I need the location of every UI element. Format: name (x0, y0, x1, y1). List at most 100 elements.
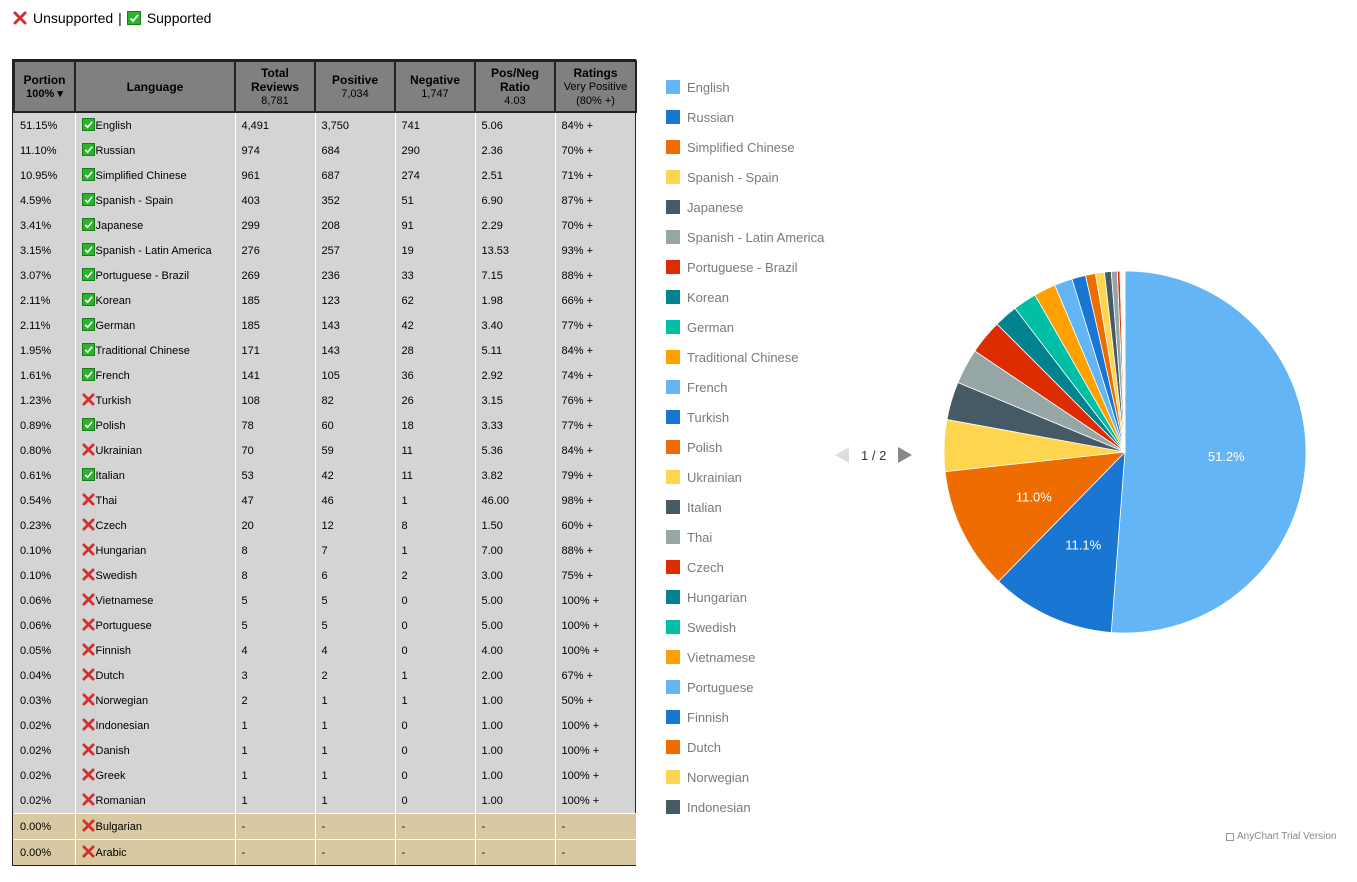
cell-total: 108 (234, 388, 316, 413)
language-name: Polish (95, 419, 126, 432)
cell-positive: 60 (314, 413, 396, 438)
header-ratio[interactable]: Pos/Neg Ratio 4.03 (474, 60, 556, 113)
cell-total: 974 (234, 138, 316, 163)
table-row: 0.06% Vietnamese 5 5 0 5.00 100% + (14, 588, 637, 613)
cell-rating: 84% + (554, 438, 637, 463)
cell-total: 47 (234, 488, 316, 513)
language-name: Ukrainian (95, 444, 142, 457)
cell-portion: 0.02% (14, 788, 76, 814)
cell-ratio: 5.36 (474, 438, 556, 463)
legend-item[interactable]: Russian (666, 109, 734, 125)
legend-item[interactable]: Dutch (666, 739, 721, 755)
legend-item[interactable]: Finnish (666, 709, 729, 725)
legend-label: Traditional Chinese (687, 349, 799, 365)
header-ratings[interactable]: Ratings Very Positive (80% +) (554, 60, 637, 113)
cell-language: Swedish (74, 563, 236, 588)
cell-total: 53 (234, 463, 316, 488)
pie-data-label: 11.0% (1016, 489, 1052, 504)
cell-total: 20 (234, 513, 316, 538)
unsupported-x-icon (81, 543, 95, 556)
unsupported-x-icon (81, 643, 95, 656)
legend-item[interactable]: Ukrainian (666, 469, 742, 485)
legend-item[interactable]: German (666, 319, 734, 335)
cell-ratio: 2.92 (474, 363, 556, 388)
pager-next-icon[interactable] (898, 447, 913, 463)
legend-item[interactable]: Japanese (666, 199, 743, 215)
cell-language: Greek (74, 763, 236, 788)
pager-prev-icon[interactable] (835, 447, 849, 463)
legend-label: Hungarian (687, 589, 747, 605)
cell-positive: 257 (314, 238, 396, 263)
legend-item[interactable]: Korean (666, 289, 729, 305)
legend-swatch (666, 560, 680, 574)
cell-positive: 4 (314, 638, 396, 663)
cell-ratio: 1.00 (474, 738, 556, 763)
legend-pager: 1 / 2 (835, 447, 913, 463)
legend-label: Russian (687, 109, 734, 125)
cell-rating: 84% + (554, 112, 637, 138)
legend-item[interactable]: Norwegian (666, 769, 749, 785)
header-positive[interactable]: Positive 7,034 (314, 60, 396, 113)
legend-item[interactable]: Simplified Chinese (666, 139, 795, 155)
pie-slice-simplified-chinese[interactable] (944, 451, 1127, 583)
legend-label: Spanish - Latin America (687, 229, 825, 245)
cell-total: 171 (234, 338, 316, 363)
language-name: Spanish - Spain (95, 194, 174, 207)
language-name: Traditional Chinese (95, 344, 190, 357)
cell-portion: 0.61% (14, 463, 76, 488)
pie-slice-russian[interactable] (997, 450, 1126, 633)
chart-credit[interactable]: AnyChart Trial Version (1226, 831, 1337, 842)
cell-ratio: 6.90 (474, 188, 556, 213)
legend-item[interactable]: Portuguese (666, 679, 754, 695)
legend-item[interactable]: French (666, 379, 727, 395)
legend-item[interactable]: Turkish (666, 409, 729, 425)
legend-item[interactable]: Hungarian (666, 589, 747, 605)
legend-item[interactable]: Swedish (666, 619, 736, 635)
legend-swatch (666, 320, 680, 334)
legend-item[interactable]: English (666, 79, 730, 95)
legend-item[interactable]: Vietnamese (666, 649, 755, 665)
table-row: 0.23% Czech 20 12 8 1.50 60% + (14, 513, 637, 538)
cell-language: Norwegian (74, 688, 236, 713)
pie-chart-area: English Russian Simplified Chinese Spanish … (650, 60, 1350, 840)
chart-credit-icon (1226, 832, 1234, 841)
header-negative[interactable]: Negative 1,747 (394, 60, 476, 113)
table-row: 51.15% English 4,491 3,750 741 5.06 84% + (14, 112, 637, 138)
legend-item[interactable]: Indonesian (666, 799, 751, 815)
legend-item[interactable]: Czech (666, 559, 724, 575)
cell-positive: 3,750 (314, 112, 396, 138)
cell-total: 961 (234, 163, 316, 188)
legend-item[interactable]: Polish (666, 439, 722, 455)
cell-language: Bulgarian (74, 813, 236, 840)
language-name: Vietnamese (95, 594, 154, 607)
cell-portion: 0.02% (14, 738, 76, 763)
cell-negative: 0 (394, 788, 476, 814)
cell-negative: - (394, 839, 476, 865)
cell-total: - (234, 839, 316, 865)
cell-negative: 2 (394, 563, 476, 588)
legend-item[interactable]: Italian (666, 499, 722, 515)
legend-item[interactable]: Traditional Chinese (666, 349, 799, 365)
supported-check-icon (126, 11, 141, 25)
table-row: 3.07% Portuguese - Brazil 269 236 33 7.15 88% … (14, 263, 637, 288)
table-row: 4.59% Spanish - Spain 403 352 51 6.90 87% + (14, 188, 637, 213)
supported-check-icon (81, 143, 95, 157)
cell-negative: 36 (394, 363, 476, 388)
header-portion[interactable]: Portion 100% ▾ (13, 60, 76, 113)
cell-language: Romanian (74, 788, 236, 814)
legend-item[interactable]: Spanish - Latin America (666, 229, 824, 245)
header-language[interactable]: Language (74, 60, 236, 113)
cell-positive: 123 (314, 288, 396, 313)
cell-language: Portuguese (74, 613, 236, 638)
cell-rating: 100% + (554, 713, 637, 738)
legend-item[interactable]: Portuguese - Brazil (666, 259, 798, 275)
cell-language: Turkish (74, 388, 236, 413)
cell-total: 2 (234, 688, 316, 713)
header-total-reviews[interactable]: Total Reviews 8,781 (234, 60, 316, 113)
cell-language: Dutch (74, 663, 236, 688)
legend-item[interactable]: Thai (666, 529, 712, 545)
legend-item[interactable]: Spanish - Spain (666, 169, 779, 185)
language-name: French (95, 369, 130, 382)
cell-negative: - (394, 813, 476, 840)
pie-slice-english[interactable] (1110, 270, 1307, 634)
